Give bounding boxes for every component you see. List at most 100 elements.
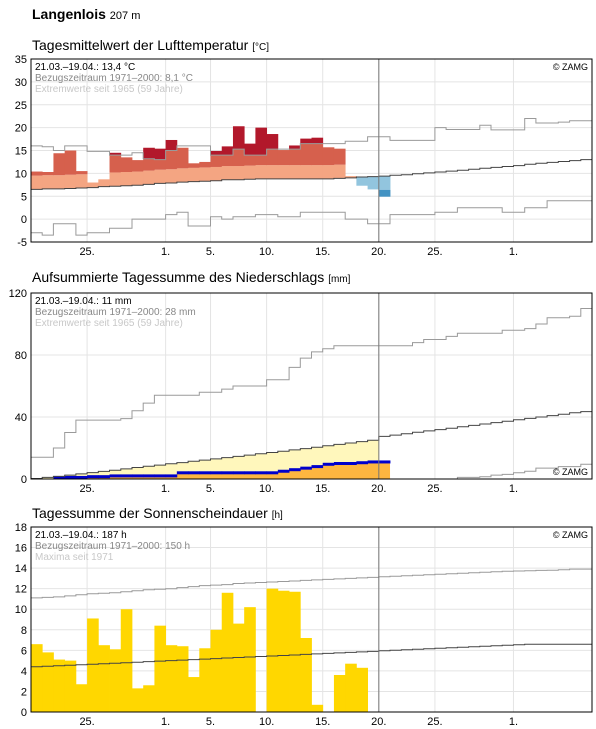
precip-blue-edge: [244, 471, 256, 475]
temp-bar-warm: [210, 155, 223, 167]
station-elevation: 207 m: [109, 10, 141, 22]
temp-bar-warm: [64, 150, 77, 175]
precip-blue-edge: [53, 475, 66, 479]
sunshine-bar: [131, 688, 144, 712]
sunshine-mean-line: [31, 643, 592, 668]
precip-blue-edge: [221, 471, 234, 475]
x-tick-label: 10.: [259, 716, 274, 728]
temp-bar-warm-base: [300, 165, 312, 179]
sunshine-bar: [31, 644, 43, 712]
temp-bar-warm-base: [255, 165, 268, 179]
precip-max-line: [31, 308, 592, 458]
temp-bar-warm-base: [98, 179, 110, 187]
precip-blue-edge: [165, 474, 178, 478]
temp-bar-warm: [255, 155, 268, 166]
temp-bar-cool: [378, 176, 391, 190]
temp-bar-warm-base: [87, 182, 99, 188]
sunshine-bar: [210, 629, 223, 712]
temp-bar-warm: [165, 150, 178, 170]
y-tick-label: -5: [17, 237, 27, 249]
y-tick-label: 25: [15, 100, 27, 112]
info-period: 21.03.–19.04.: 13,4 °C: [35, 62, 135, 73]
y-tick-label: 35: [15, 54, 27, 66]
temp-bar-warm: [53, 153, 66, 176]
precip-actual-area: [31, 461, 391, 479]
y-tick-label: 2: [21, 686, 27, 698]
temp-bar-record: [232, 126, 245, 150]
sunshine-bar: [176, 646, 189, 712]
temp-bar-record: [165, 139, 178, 151]
temp-bar-warm-base: [42, 175, 54, 189]
y-tick-label: 0: [21, 707, 27, 719]
precip-blue-edge: [109, 474, 122, 478]
y-tick-label: 120: [9, 288, 27, 300]
temp-bar-warm-base: [75, 174, 88, 189]
info-extremes: Maxima seit 1971: [35, 552, 114, 563]
precip-blue-edge: [131, 474, 144, 478]
info-period: 21.03.–19.04.: 187 h: [35, 530, 127, 541]
y-tick-label: 10: [15, 604, 27, 616]
x-tick-label: 15.: [315, 716, 330, 728]
temp-bar-warm: [31, 171, 43, 176]
plot-frame: [30, 58, 593, 243]
precip-blue-edge: [75, 475, 88, 479]
sunshine-bar: [64, 660, 77, 712]
sunshine-bar: [277, 590, 290, 712]
x-tick-label: 5.: [206, 483, 215, 495]
temp-bar-record: [221, 146, 234, 156]
sunshine-bar: [87, 618, 99, 712]
precip-blue-edge: [356, 461, 368, 465]
y-tick-label: 0: [21, 214, 27, 226]
sunshine-bar: [120, 609, 133, 712]
sunshine-bar: [244, 607, 256, 712]
panel-title: Tagesmittelwert der Lufttemperatur [°C]: [32, 37, 269, 53]
temp-mean-line: [31, 159, 592, 190]
y-tick-label: 15: [15, 146, 27, 158]
x-tick-label: 25.: [427, 246, 442, 258]
sunshine-bar: [289, 591, 301, 712]
sunshine-bar: [232, 623, 245, 712]
station-header: Langenlois 207 m: [32, 6, 140, 22]
sunshine-bar: [333, 675, 346, 712]
temp-bar-warm: [244, 155, 256, 166]
precip-blue-edge: [188, 471, 200, 475]
sunshine-bar: [345, 663, 357, 712]
zamg-copyright: © ZAMG: [553, 62, 588, 72]
y-tick-label: 8: [21, 625, 27, 637]
temp-bar-warm: [42, 172, 54, 176]
sunshine-bar: [356, 667, 368, 712]
temp-bar-record: [109, 152, 122, 156]
plot-frame: [30, 526, 593, 713]
station-name: Langenlois: [32, 6, 106, 22]
x-tick-label: 10.: [259, 246, 274, 258]
temp-bar-warm-base: [266, 165, 279, 179]
sunshine-max-line: [31, 568, 592, 599]
x-tick-label: 5.: [206, 716, 215, 728]
x-tick-label: 5.: [206, 246, 215, 258]
x-tick-label: 20.: [371, 483, 386, 495]
x-tick-label: 1.: [161, 716, 170, 728]
precip-blue-edge: [367, 460, 380, 464]
temp-bar-warm: [289, 149, 301, 166]
temp-bar-record: [266, 134, 279, 150]
temp-bar-record: [154, 148, 167, 160]
temp-bar-record: [143, 147, 155, 159]
precip-blue-edge: [266, 471, 279, 475]
temp-bar-warm-base: [345, 176, 357, 178]
temp-bar-warm-base: [289, 165, 301, 179]
x-tick-label: 1.: [509, 246, 518, 258]
precip-blue-edge: [199, 471, 211, 475]
temp-bar-warm: [120, 157, 133, 173]
x-tick-label: 15.: [315, 483, 330, 495]
info-extremes: Extremwerte seit 1965 (59 Jahre): [35, 318, 183, 329]
x-tick-label: 25.: [79, 483, 94, 495]
temp-bar-warm-base: [109, 172, 122, 187]
x-tick-label: 10.: [259, 483, 274, 495]
y-tick-label: 18: [15, 522, 27, 534]
temp-bar-warm: [199, 161, 211, 168]
sunshine-bar: [221, 592, 234, 712]
precip-blue-edge: [333, 462, 346, 465]
y-tick-label: 80: [15, 350, 27, 362]
temp-bar-warm: [154, 159, 167, 170]
